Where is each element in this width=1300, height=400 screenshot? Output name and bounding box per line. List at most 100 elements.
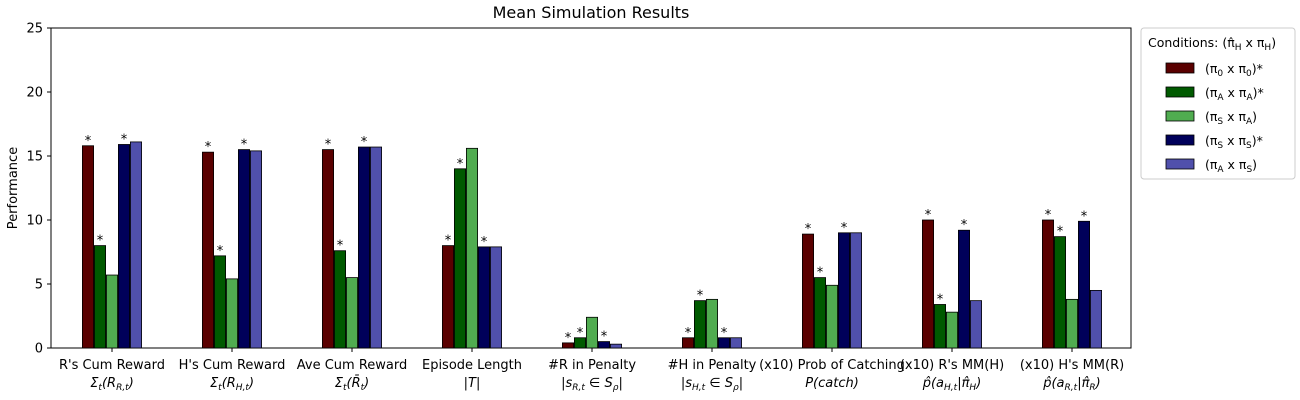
- significance-star: *: [217, 244, 224, 259]
- significance-star: *: [685, 326, 692, 341]
- legend: Conditions: (π̂H​ x πH​) (π0​ x π0​)* (πA​…: [1140, 27, 1296, 180]
- x-tick-label: (x10) Prob of Catching: [759, 358, 905, 373]
- significance-star: *: [361, 135, 368, 150]
- legend-swatch: [1165, 110, 1195, 122]
- bar: [610, 343, 623, 349]
- bar: [598, 341, 611, 349]
- significance-star: *: [121, 132, 128, 147]
- bar: [574, 337, 587, 349]
- x-tick-formula: Σt​(R̄t​): [335, 376, 369, 393]
- bar: [826, 284, 839, 349]
- bar: [1042, 219, 1055, 349]
- x-tick-formula: p̂(aH,t​|π̂H​): [922, 376, 982, 393]
- bar: [465, 147, 478, 349]
- y-tick-label: 25: [26, 22, 43, 37]
- bar: [922, 219, 935, 349]
- significance-star: *: [205, 140, 212, 155]
- significance-star: *: [577, 326, 584, 341]
- bar: [1066, 298, 1079, 349]
- legend-swatch: [1165, 134, 1195, 146]
- significance-star: *: [85, 134, 92, 149]
- x-tick-label: #R in Penalty: [548, 358, 636, 373]
- bar: [94, 245, 107, 349]
- significance-star: *: [601, 330, 608, 345]
- x-tick-label: (x10) R's MM(H): [900, 358, 1004, 373]
- legend-swatch: [1165, 62, 1195, 74]
- bar: [838, 232, 851, 349]
- bar: [357, 146, 370, 349]
- bar: [82, 145, 95, 349]
- legend-swatch: [1165, 86, 1195, 98]
- bar: [106, 274, 119, 349]
- bar: [441, 245, 454, 349]
- significance-star: *: [697, 289, 704, 304]
- bar: [850, 232, 863, 349]
- legend-title: Conditions: (π̂H​ x πH​): [1148, 35, 1276, 53]
- legend-swatch: [1165, 158, 1195, 170]
- bar: [586, 316, 599, 349]
- bar: [814, 277, 827, 349]
- significance-star: *: [925, 208, 932, 223]
- bar: [802, 233, 815, 349]
- bar: [1054, 236, 1067, 349]
- significance-star: *: [457, 157, 464, 172]
- legend-entry: (πA​ x πS​): [1205, 157, 1257, 175]
- plot-area: 0 5 10 15 20 25 * * * R's Cum Reward Σt​(RR,t​) * * *…: [26, 22, 1132, 393]
- bar: [129, 141, 142, 349]
- bar: [958, 229, 971, 349]
- significance-star: *: [1045, 208, 1052, 223]
- bar: [333, 250, 346, 349]
- significance-star: *: [961, 218, 968, 233]
- x-tick-formula: |sR,t​ ∈ Sρ​|: [561, 376, 623, 393]
- significance-star: *: [817, 266, 824, 281]
- y-tick-label: 20: [26, 86, 43, 101]
- y-tick-label: 0: [35, 342, 43, 357]
- bar: [682, 337, 695, 349]
- significance-star: *: [1081, 209, 1088, 224]
- bar: [706, 298, 719, 349]
- chart-title: Mean Simulation Results: [493, 3, 690, 22]
- significance-star: *: [937, 292, 944, 307]
- legend-entry: (πS​ x πS​)*: [1205, 133, 1263, 151]
- x-tick-formula: Σt​(RH,t​): [210, 376, 254, 393]
- y-tick-label: 10: [26, 214, 43, 229]
- bar: [562, 342, 575, 349]
- bar: [249, 150, 262, 349]
- x-tick-label: H's Cum Reward: [179, 358, 286, 373]
- legend-entry: (π0​ x π0​)*: [1205, 61, 1263, 79]
- x-tick-formula: Σt​(RR,t​): [90, 376, 134, 393]
- y-axis-label: Performance: [6, 147, 21, 229]
- y-tick-label: 15: [26, 150, 43, 165]
- significance-star: *: [325, 138, 332, 153]
- x-tick-label: R's Cum Reward: [59, 358, 165, 373]
- significance-star: *: [805, 222, 812, 237]
- x-tick-formula: P(catch): [805, 376, 859, 391]
- bar: [970, 300, 983, 349]
- significance-star: *: [241, 138, 248, 153]
- bar: [934, 304, 947, 349]
- significance-star: *: [1057, 225, 1064, 240]
- legend-box: [1140, 27, 1296, 180]
- significance-star: *: [97, 234, 104, 249]
- significance-star: *: [337, 239, 344, 254]
- x-tick-label: Episode Length: [422, 358, 522, 373]
- bar: [201, 151, 214, 349]
- bar: [118, 144, 131, 349]
- bar: [237, 149, 250, 349]
- significance-star: *: [445, 234, 452, 249]
- x-tick-label: #H in Penalty: [668, 358, 757, 373]
- bar: [694, 300, 707, 349]
- bar: [730, 337, 743, 349]
- bar: [718, 337, 731, 349]
- significance-star: *: [565, 331, 572, 346]
- bar: [369, 146, 382, 349]
- bar: [345, 277, 358, 349]
- x-tick-formula: |T|: [464, 376, 481, 391]
- x-tick-formula: p̂(aR,t​|π̂R​): [1042, 376, 1101, 393]
- bar: [489, 246, 502, 349]
- bar: [453, 168, 466, 349]
- x-tick-label: Ave Cum Reward: [297, 358, 407, 373]
- significance-star: *: [721, 326, 728, 341]
- bar: [225, 278, 238, 349]
